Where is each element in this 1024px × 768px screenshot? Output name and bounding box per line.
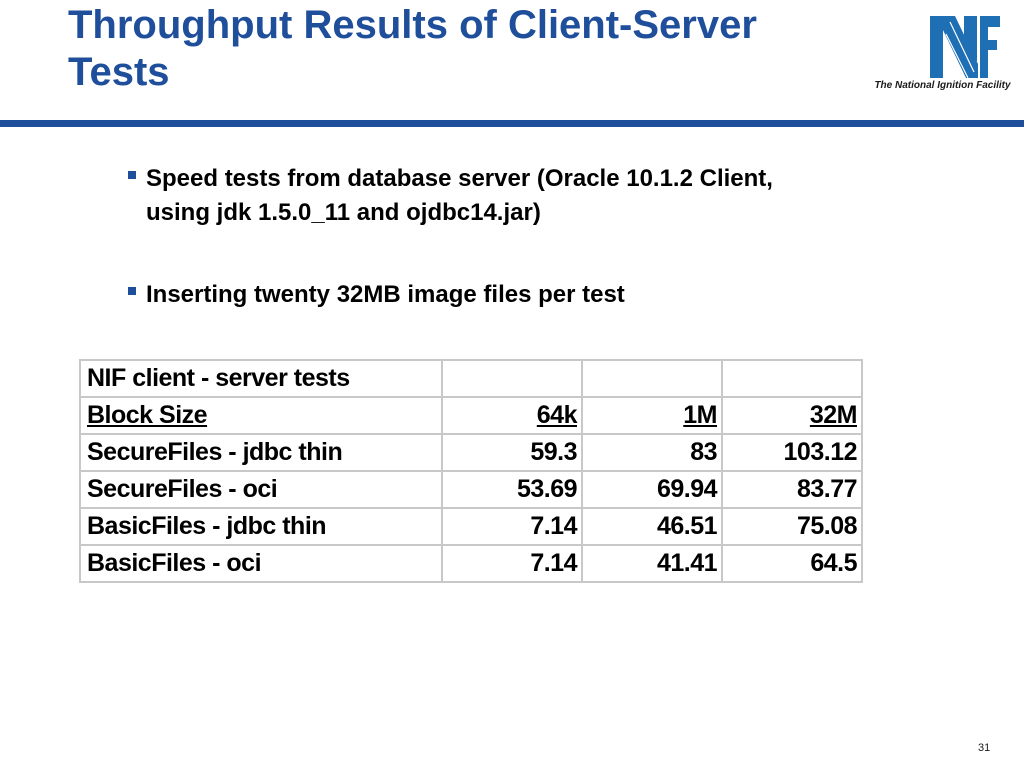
square-bullet-icon — [128, 287, 136, 295]
table-cell: 83.77 — [721, 470, 863, 509]
row-label: BasicFiles - jdbc thin — [79, 507, 443, 546]
column-header: 32M — [721, 396, 863, 435]
table-row: BasicFiles - jdbc thin 7.14 46.51 75.08 — [79, 507, 863, 546]
table-cell — [441, 359, 583, 398]
square-bullet-icon — [128, 171, 136, 179]
column-header: Block Size — [79, 396, 443, 435]
nif-logo-mark — [930, 16, 1000, 79]
table-cell: 83 — [581, 433, 723, 472]
table-cell: 64.5 — [721, 544, 863, 583]
bullet-item: Inserting twenty 32MB image files per te… — [128, 278, 828, 312]
table-cell: 103.12 — [721, 433, 863, 472]
table-caption: NIF client - server tests — [79, 359, 443, 398]
table-cell: 59.3 — [441, 433, 583, 472]
table-cell: 75.08 — [721, 507, 863, 546]
table-cell — [721, 359, 863, 398]
bullet-list: Speed tests from database server (Oracle… — [128, 162, 828, 312]
column-header: 64k — [441, 396, 583, 435]
table-cell: 41.41 — [581, 544, 723, 583]
table-cell: 69.94 — [581, 470, 723, 509]
table-caption-row: NIF client - server tests — [79, 359, 863, 398]
row-label: SecureFiles - jdbc thin — [79, 433, 443, 472]
table-cell: 7.14 — [441, 544, 583, 583]
column-header: 1M — [581, 396, 723, 435]
table-row: SecureFiles - jdbc thin 59.3 83 103.12 — [79, 433, 863, 472]
table-row: BasicFiles - oci 7.14 41.41 64.5 — [79, 544, 863, 583]
row-label: SecureFiles - oci — [79, 470, 443, 509]
table-cell — [581, 359, 723, 398]
table-header-row: Block Size 64k 1M 32M — [79, 396, 863, 435]
bullet-text: Inserting twenty 32MB image files per te… — [146, 281, 625, 308]
nif-logo: The National Ignition Facility — [870, 14, 1015, 96]
slide-title: Throughput Results of Client-Server Test… — [68, 3, 757, 94]
table-cell: 53.69 — [441, 470, 583, 509]
results-table: NIF client - server tests Block Size 64k… — [79, 359, 863, 583]
table-row: SecureFiles - oci 53.69 69.94 83.77 — [79, 470, 863, 509]
logo-caption: The National Ignition Facility — [874, 80, 1011, 91]
row-label: BasicFiles - oci — [79, 544, 443, 583]
table-cell: 46.51 — [581, 507, 723, 546]
page-number: 31 — [978, 742, 991, 754]
bullet-item: Speed tests from database server (Oracle… — [128, 162, 828, 230]
title-divider — [0, 120, 1024, 127]
table-cell: 7.14 — [441, 507, 583, 546]
bullet-text: Speed tests from database server (Oracle… — [146, 165, 773, 226]
